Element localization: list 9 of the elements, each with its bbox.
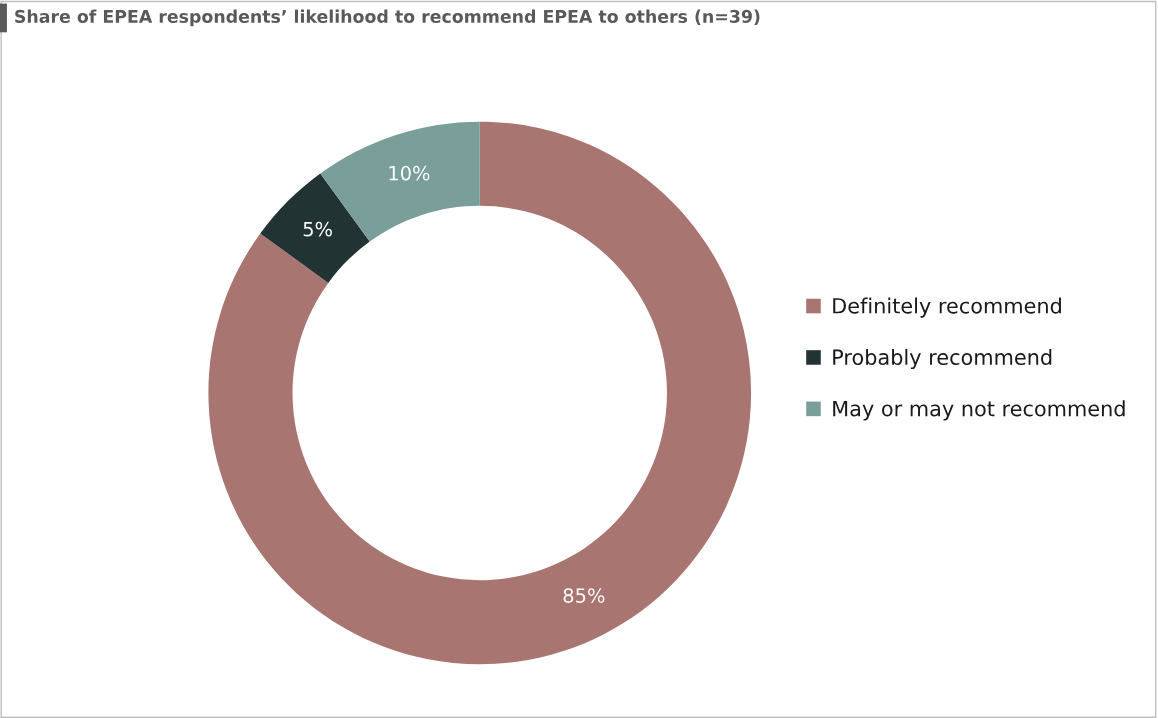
data-label: 10% <box>389 165 430 181</box>
donut-slice <box>260 173 370 283</box>
legend-label: Probably recommend <box>833 348 1052 370</box>
data-label: 5% <box>303 221 332 237</box>
legend-label: Definitely recommend <box>833 297 1061 318</box>
chart-title: Share of EPEA respondents’ likelihood to recommend EPEA to others (n=39) <box>15 9 760 27</box>
legend-label: May or may not recommend <box>833 400 1125 421</box>
donut-slice <box>208 121 752 665</box>
data-label: 85% <box>563 588 605 603</box>
